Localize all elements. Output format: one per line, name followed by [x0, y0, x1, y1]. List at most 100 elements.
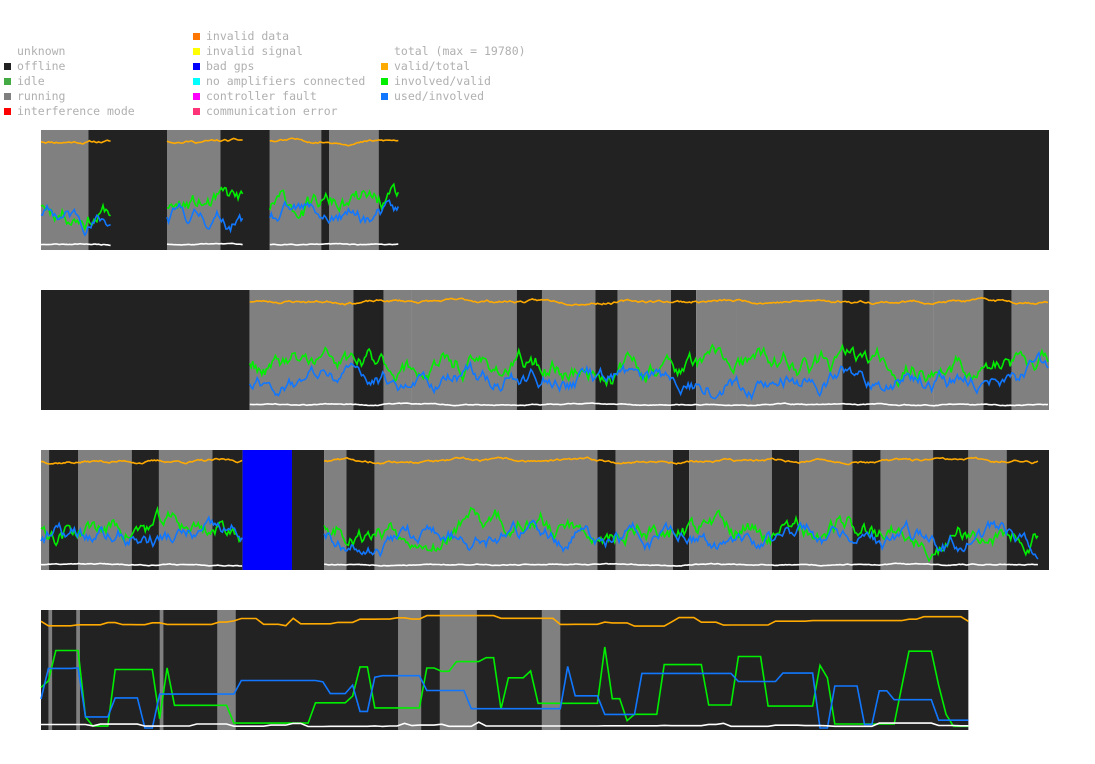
legend-item-errors: communication error: [193, 104, 365, 119]
legend-label: total (max = 19780): [394, 44, 526, 58]
state-segment: [159, 610, 164, 730]
legend-item-errors: no amplifiers connected: [193, 74, 365, 89]
legend-label: controller fault: [206, 89, 317, 103]
state-segment: [217, 610, 236, 730]
state-segment: [923, 290, 934, 410]
state-segment: [378, 130, 1049, 250]
legend-swatch: [193, 93, 200, 100]
state-segment: [41, 610, 969, 730]
legend-item-metrics: valid/total: [381, 59, 526, 74]
state-segment: [852, 450, 881, 570]
series-line: [248, 350, 1049, 401]
legend-label: used/involved: [394, 89, 485, 103]
state-segment: [321, 130, 330, 250]
legend-label: offline: [17, 59, 66, 73]
legend-label: invalid signal: [206, 44, 303, 58]
series-line: [40, 646, 969, 728]
legend-status: unknown offline idle running interference mo…: [4, 44, 135, 119]
series-line: [269, 137, 399, 147]
series-line: [323, 519, 1039, 560]
legend-swatch: [4, 108, 11, 115]
series-line: [269, 182, 400, 220]
state-segment: [516, 290, 542, 410]
state-segment: [968, 450, 1007, 570]
state-segment: [41, 290, 250, 410]
state-segment: [595, 290, 618, 410]
legend-item-errors: invalid data: [193, 29, 365, 44]
legend-item-errors: invalid signal: [193, 44, 365, 59]
legend-label: running: [17, 89, 66, 103]
state-segment: [799, 450, 853, 570]
legend-swatch: [193, 63, 200, 70]
series-line: [324, 562, 1039, 567]
state-segment: [167, 130, 221, 250]
legend-swatch: [193, 48, 200, 55]
series-line: [249, 402, 1049, 407]
legend-item-status: idle: [4, 74, 135, 89]
state-segment: [673, 450, 690, 570]
state-segment: [411, 290, 517, 410]
state-segment: [41, 450, 50, 570]
series-line: [166, 137, 243, 145]
legend-label: idle: [17, 74, 45, 88]
legend-item-metrics: total (max = 19780): [381, 44, 526, 59]
legend-swatch: [193, 78, 200, 85]
state-segment: [329, 130, 379, 250]
legend-item-metrics: involved/valid: [381, 74, 526, 89]
state-segment: [541, 290, 596, 410]
state-segment: [615, 450, 674, 570]
chart-panel-3: [40, 450, 1049, 570]
state-segment: [689, 450, 772, 570]
legend-swatch: [4, 63, 11, 70]
state-segment: [346, 450, 375, 570]
legend-label: valid/total: [394, 59, 471, 73]
state-segment: [242, 450, 292, 570]
legend-item-status: interference mode: [4, 104, 135, 119]
state-segment: [597, 450, 616, 570]
state-segment: [541, 610, 561, 730]
state-segment: [383, 290, 412, 410]
series-line: [269, 242, 399, 246]
legend-errors: invalid data invalid signal bad gps no ampl…: [193, 29, 365, 119]
state-segment: [88, 130, 167, 250]
chart-panel-4: [40, 610, 969, 730]
legend-item-errors: bad gps: [193, 59, 365, 74]
state-segment: [439, 610, 477, 730]
legend-swatch: [381, 93, 388, 100]
series-line: [41, 721, 969, 728]
legend-swatch: [381, 63, 388, 70]
state-segment: [324, 450, 347, 570]
legend-swatch: [193, 33, 200, 40]
legend-swatch: [193, 108, 200, 115]
state-segment: [212, 450, 243, 570]
legend-label: communication error: [206, 104, 338, 118]
state-segment: [131, 450, 159, 570]
state-segment: [291, 450, 325, 570]
series-line: [166, 201, 244, 234]
state-segment: [1011, 290, 1049, 410]
series-line: [323, 456, 1039, 466]
legend-label: no amplifiers connected: [206, 74, 366, 88]
series-line: [40, 515, 243, 549]
legend-label: unknown: [17, 44, 66, 58]
legend-item-metrics: used/involved: [381, 89, 526, 104]
legend-swatch: [4, 78, 11, 85]
state-segment: [398, 610, 422, 730]
state-segment: [736, 290, 843, 410]
series-line: [40, 139, 111, 145]
series-line: [40, 242, 111, 247]
state-segment: [671, 290, 697, 410]
series-line: [40, 457, 243, 465]
state-segment: [249, 290, 354, 410]
state-segment: [269, 130, 322, 250]
legend-swatch: [4, 93, 11, 100]
legend-item-status: offline: [4, 59, 135, 74]
series-line: [249, 296, 1048, 307]
series-line: [40, 562, 243, 567]
chart-panel-1: [40, 130, 1049, 250]
state-segment: [158, 450, 213, 570]
state-segment: [983, 290, 1012, 410]
legend-item-status: unknown: [4, 44, 135, 59]
legend-swatch: [381, 78, 388, 85]
state-segment: [545, 450, 598, 570]
